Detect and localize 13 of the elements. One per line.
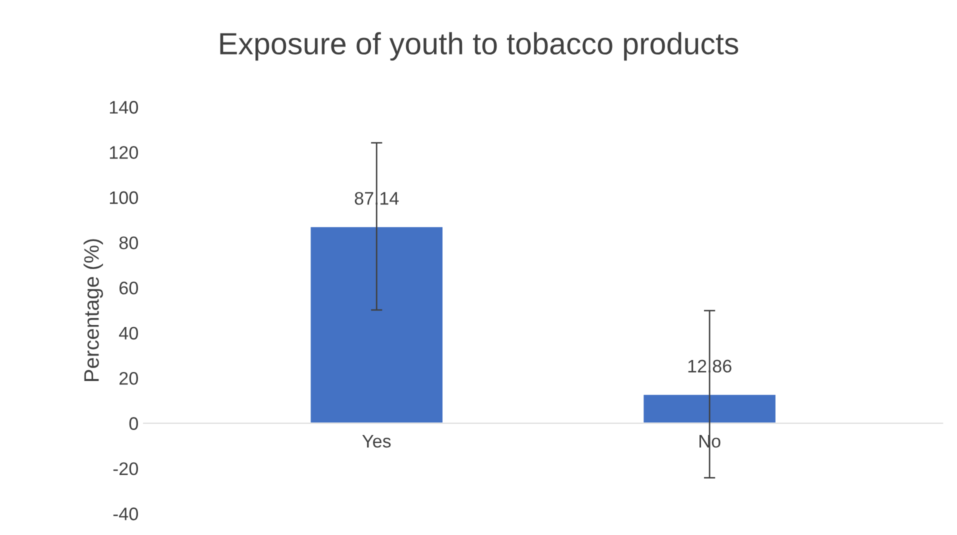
y-tick-label: 140 [110, 100, 138, 114]
y-tick-label: -20 [113, 462, 138, 476]
y-axis-title: Percentage (%) [84, 239, 104, 381]
y-tick-label: 80 [119, 236, 138, 250]
y-tick-label: -40 [113, 508, 138, 520]
y-tick-label: 120 [110, 146, 138, 159]
x-tick-label: Yes [362, 435, 391, 448]
y-tick-label: 40 [119, 326, 138, 340]
y-tick-label: 20 [120, 372, 138, 385]
y-tick-label: 0 [129, 417, 138, 430]
y-tick-label: 60 [120, 282, 138, 294]
chart-title: Exposure of youth to tobacco products [220, 32, 738, 61]
y-tick-label: 100 [110, 191, 138, 204]
